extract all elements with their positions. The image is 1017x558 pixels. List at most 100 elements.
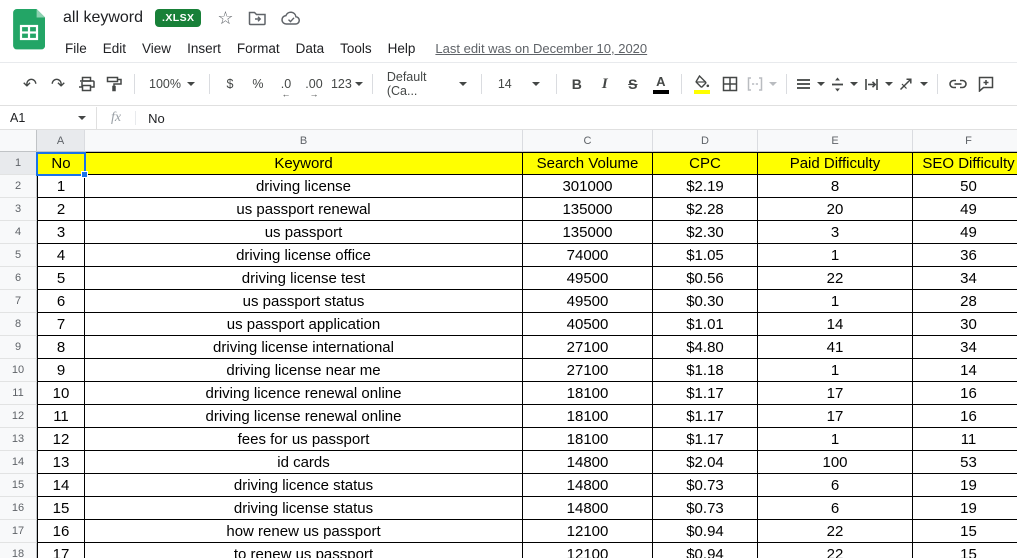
cell-E2[interactable]: 8 (758, 175, 913, 198)
cell-E6[interactable]: 22 (758, 267, 913, 290)
cell-B12[interactable]: driving license renewal online (85, 405, 523, 428)
cell-E5[interactable]: 1 (758, 244, 913, 267)
cell-F5[interactable]: 36 (913, 244, 1017, 267)
cell-D15[interactable]: $0.73 (653, 474, 758, 497)
insert-comment-button[interactable] (972, 70, 1000, 98)
cell-A3[interactable]: 2 (37, 198, 85, 221)
cell-A8[interactable]: 7 (37, 313, 85, 336)
cell-B10[interactable]: driving license near me (85, 359, 523, 382)
cell-A11[interactable]: 10 (37, 382, 85, 405)
insert-link-button[interactable] (944, 70, 972, 98)
row-header-6[interactable]: 6 (0, 267, 37, 290)
cell-B2[interactable]: driving license (85, 175, 523, 198)
cell-C10[interactable]: 27100 (523, 359, 653, 382)
cell-D8[interactable]: $1.01 (653, 313, 758, 336)
cell-B9[interactable]: driving license international (85, 336, 523, 359)
cell-C3[interactable]: 135000 (523, 198, 653, 221)
row-header-10[interactable]: 10 (0, 359, 37, 382)
cell-D2[interactable]: $2.19 (653, 175, 758, 198)
vertical-align-button[interactable] (828, 70, 861, 98)
cell-B13[interactable]: fees for us passport (85, 428, 523, 451)
cell-B7[interactable]: us passport status (85, 290, 523, 313)
cell-D10[interactable]: $1.18 (653, 359, 758, 382)
menu-view[interactable]: View (142, 40, 172, 56)
cell-B16[interactable]: driving license status (85, 497, 523, 520)
menu-help[interactable]: Help (387, 40, 416, 56)
font-size-select[interactable]: 14 (488, 70, 550, 98)
cell-C14[interactable]: 14800 (523, 451, 653, 474)
cell-D12[interactable]: $1.17 (653, 405, 758, 428)
row-header-4[interactable]: 4 (0, 221, 37, 244)
fill-color-button[interactable] (688, 70, 716, 98)
cell-E16[interactable]: 6 (758, 497, 913, 520)
cell-F10[interactable]: 14 (913, 359, 1017, 382)
cell-F17[interactable]: 15 (913, 520, 1017, 543)
column-header-E[interactable]: E (758, 130, 913, 152)
cell-F4[interactable]: 49 (913, 221, 1017, 244)
cell-E1[interactable]: Paid Difficulty (758, 152, 913, 175)
cell-D4[interactable]: $2.30 (653, 221, 758, 244)
cell-F3[interactable]: 49 (913, 198, 1017, 221)
column-header-B[interactable]: B (85, 130, 523, 152)
row-header-2[interactable]: 2 (0, 175, 37, 198)
cell-C16[interactable]: 14800 (523, 497, 653, 520)
cell-E14[interactable]: 100 (758, 451, 913, 474)
row-header-16[interactable]: 16 (0, 497, 37, 520)
menu-file[interactable]: File (65, 40, 87, 56)
cell-E8[interactable]: 14 (758, 313, 913, 336)
text-wrap-button[interactable] (861, 70, 896, 98)
cell-C9[interactable]: 27100 (523, 336, 653, 359)
column-header-D[interactable]: D (653, 130, 758, 152)
cell-C7[interactable]: 49500 (523, 290, 653, 313)
more-formats-button[interactable]: 123 (328, 70, 366, 98)
cell-E13[interactable]: 1 (758, 428, 913, 451)
cell-E18[interactable]: 22 (758, 543, 913, 558)
cell-D17[interactable]: $0.94 (653, 520, 758, 543)
menu-format[interactable]: Format (236, 40, 280, 56)
menu-insert[interactable]: Insert (187, 40, 221, 56)
cell-D1[interactable]: CPC (653, 152, 758, 175)
row-header-18[interactable]: 18 (0, 543, 37, 558)
cell-D3[interactable]: $2.28 (653, 198, 758, 221)
merge-cells-button[interactable] (744, 70, 780, 98)
cell-B17[interactable]: how renew us passport (85, 520, 523, 543)
cell-D6[interactable]: $0.56 (653, 267, 758, 290)
column-header-C[interactable]: C (523, 130, 653, 152)
column-header-A[interactable]: A (37, 130, 85, 152)
cell-C11[interactable]: 18100 (523, 382, 653, 405)
cell-A2[interactable]: 1 (37, 175, 85, 198)
print-button[interactable] (72, 70, 100, 98)
cell-F15[interactable]: 19 (913, 474, 1017, 497)
cell-C12[interactable]: 18100 (523, 405, 653, 428)
cell-D18[interactable]: $0.94 (653, 543, 758, 558)
menu-tools[interactable]: Tools (340, 40, 372, 56)
cell-D5[interactable]: $1.05 (653, 244, 758, 267)
cell-B14[interactable]: id cards (85, 451, 523, 474)
select-all-corner[interactable] (0, 130, 37, 152)
cell-B18[interactable]: to renew us passport (85, 543, 523, 558)
cell-F8[interactable]: 30 (913, 313, 1017, 336)
format-percent-button[interactable]: % (252, 77, 264, 91)
cell-F16[interactable]: 19 (913, 497, 1017, 520)
format-currency-button[interactable]: $ (226, 77, 234, 91)
cell-F13[interactable]: 11 (913, 428, 1017, 451)
horizontal-align-button[interactable] (793, 70, 828, 98)
row-header-8[interactable]: 8 (0, 313, 37, 336)
redo-button[interactable]: ↷ (50, 74, 66, 94)
cell-F6[interactable]: 34 (913, 267, 1017, 290)
cell-C1[interactable]: Search Volume (523, 152, 653, 175)
cell-E12[interactable]: 17 (758, 405, 913, 428)
row-header-3[interactable]: 3 (0, 198, 37, 221)
cell-F1[interactable]: SEO Difficulty (913, 152, 1017, 175)
cell-E3[interactable]: 20 (758, 198, 913, 221)
cell-B11[interactable]: driving licence renewal online (85, 382, 523, 405)
cell-F11[interactable]: 16 (913, 382, 1017, 405)
row-header-1[interactable]: 1 (0, 152, 37, 175)
increase-decimal-button[interactable]: .00 → (305, 77, 323, 99)
menu-data[interactable]: Data (295, 40, 325, 56)
paint-format-button[interactable] (100, 70, 128, 98)
cell-D14[interactable]: $2.04 (653, 451, 758, 474)
cell-B3[interactable]: us passport renewal (85, 198, 523, 221)
borders-button[interactable] (716, 70, 744, 98)
cell-A1[interactable]: No (37, 152, 85, 175)
